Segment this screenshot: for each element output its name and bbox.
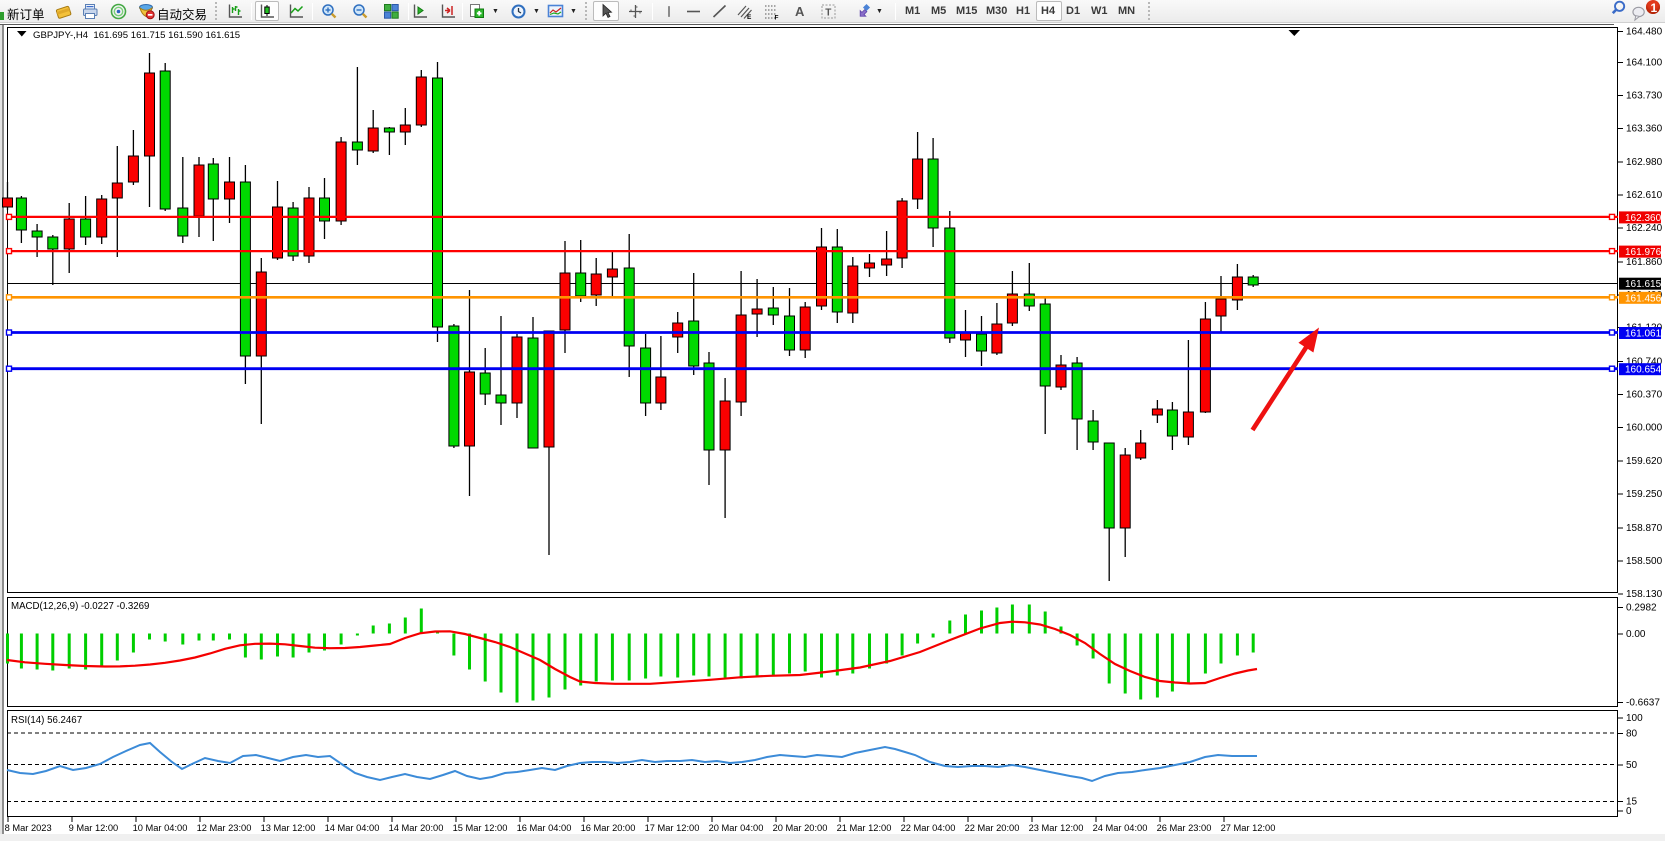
svg-text:160.740: 160.740	[1626, 357, 1663, 368]
svg-text:0.2982: 0.2982	[1626, 603, 1657, 614]
svg-text:21 Mar 12:00: 21 Mar 12:00	[837, 823, 892, 833]
svg-text:80: 80	[1626, 729, 1638, 740]
svg-text:50: 50	[1626, 760, 1638, 771]
svg-text:GBPJPY-,H4 161.695 161.715 16: GBPJPY-,H4 161.695 161.715 161.590 161.6…	[33, 30, 240, 41]
svg-text:164.480: 164.480	[1626, 27, 1663, 38]
svg-text:161.860: 161.860	[1626, 257, 1663, 268]
svg-text:160.654: 160.654	[1625, 365, 1662, 376]
svg-text:162.360: 162.360	[1625, 213, 1662, 224]
svg-text:F: F	[775, 15, 779, 21]
svg-text:22 Mar 04:00: 22 Mar 04:00	[901, 823, 956, 833]
svg-text:20 Mar 20:00: 20 Mar 20:00	[773, 823, 828, 833]
svg-text:158.130: 158.130	[1626, 589, 1663, 600]
svg-text:162.610: 162.610	[1626, 190, 1663, 201]
svg-text:RSI(14) 56.2467: RSI(14) 56.2467	[11, 715, 82, 726]
svg-text:161.976: 161.976	[1625, 247, 1662, 258]
svg-text:13 Mar 12:00: 13 Mar 12:00	[261, 823, 316, 833]
svg-text:0.00: 0.00	[1626, 629, 1646, 640]
svg-text:-0.6637: -0.6637	[1626, 698, 1660, 709]
svg-text:20 Mar 04:00: 20 Mar 04:00	[709, 823, 764, 833]
svg-text:10 Mar 04:00: 10 Mar 04:00	[133, 823, 188, 833]
svg-text:161.615: 161.615	[1625, 279, 1662, 290]
svg-text:162.980: 162.980	[1626, 157, 1663, 168]
svg-text:160.000: 160.000	[1626, 422, 1663, 433]
svg-text:163.730: 163.730	[1626, 91, 1663, 102]
svg-text:8 Mar 2023: 8 Mar 2023	[5, 823, 52, 833]
svg-text:15: 15	[1626, 797, 1638, 808]
svg-text:12 Mar 23:00: 12 Mar 23:00	[197, 823, 252, 833]
svg-text:T: T	[825, 8, 831, 19]
svg-text:161.456: 161.456	[1625, 293, 1662, 304]
svg-text:159.620: 159.620	[1626, 456, 1663, 467]
svg-text:161.061: 161.061	[1625, 329, 1662, 340]
svg-text:15 Mar 12:00: 15 Mar 12:00	[453, 823, 508, 833]
svg-text:14 Mar 04:00: 14 Mar 04:00	[325, 823, 380, 833]
svg-text:23 Mar 12:00: 23 Mar 12:00	[1029, 823, 1084, 833]
svg-text:158.500: 158.500	[1626, 556, 1663, 567]
svg-text:158.870: 158.870	[1626, 523, 1663, 534]
svg-text:16 Mar 20:00: 16 Mar 20:00	[581, 823, 636, 833]
svg-text:MACD(12,26,9) -0.0227 -0.3269: MACD(12,26,9) -0.0227 -0.3269	[11, 601, 149, 612]
svg-text:0: 0	[1626, 806, 1632, 817]
svg-text:22 Mar 20:00: 22 Mar 20:00	[965, 823, 1020, 833]
svg-text:162.240: 162.240	[1626, 223, 1663, 234]
svg-text:160.370: 160.370	[1626, 390, 1663, 401]
svg-text:9 Mar 12:00: 9 Mar 12:00	[69, 823, 119, 833]
svg-text:24 Mar 04:00: 24 Mar 04:00	[1093, 823, 1148, 833]
svg-text:26 Mar 23:00: 26 Mar 23:00	[1157, 823, 1212, 833]
svg-text:164.100: 164.100	[1626, 58, 1663, 69]
svg-text:16 Mar 04:00: 16 Mar 04:00	[517, 823, 572, 833]
svg-text:159.250: 159.250	[1626, 489, 1663, 500]
svg-text:27 Mar 12:00: 27 Mar 12:00	[1221, 823, 1276, 833]
svg-text:14 Mar 20:00: 14 Mar 20:00	[389, 823, 444, 833]
svg-text:100: 100	[1626, 713, 1643, 724]
svg-text:E: E	[747, 14, 752, 20]
svg-text:163.360: 163.360	[1626, 123, 1663, 134]
svg-text:17 Mar 12:00: 17 Mar 12:00	[645, 823, 700, 833]
